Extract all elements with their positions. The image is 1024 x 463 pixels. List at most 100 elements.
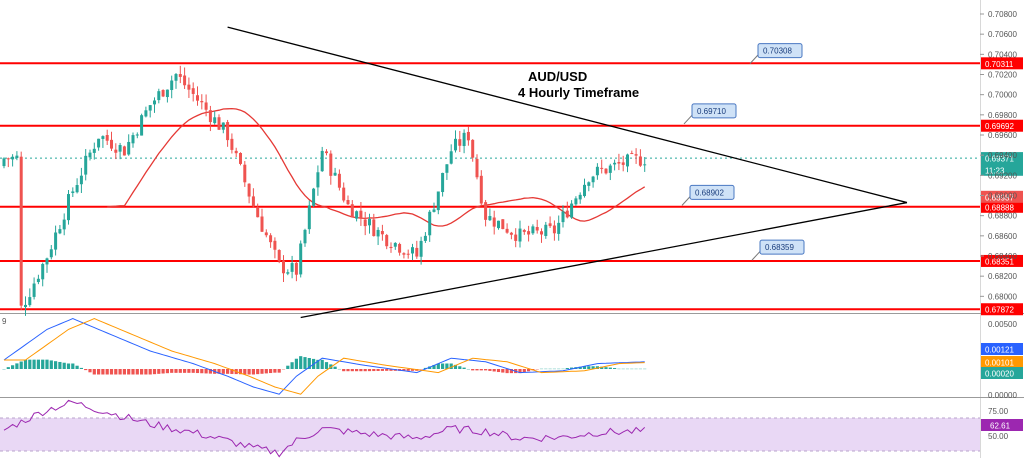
level-price-label: 0.68888	[985, 203, 1014, 212]
candle-body	[389, 246, 393, 249]
candle-body	[170, 80, 174, 91]
macd-histogram-bar	[621, 368, 625, 370]
macd-histogram-bar	[66, 363, 71, 369]
triangle-trendline-upper	[227, 26, 908, 204]
macd-histogram-bar	[557, 368, 561, 370]
macd-histogram-bar	[544, 368, 548, 370]
macd-histogram-bar	[204, 369, 208, 374]
candle-body	[376, 229, 380, 237]
candle-body	[49, 249, 53, 258]
candle-body	[557, 222, 561, 234]
macd-histogram-bar	[165, 369, 169, 374]
macd-histogram-bar	[127, 369, 131, 375]
candle-body	[600, 167, 604, 169]
candle-body	[79, 175, 83, 185]
y-tick-label: 0.69600	[988, 131, 1017, 140]
candle-body	[290, 263, 294, 272]
candle-body	[346, 200, 350, 205]
macd-histogram-bar	[548, 368, 552, 370]
candle-body	[565, 210, 569, 218]
macd-histogram-bar	[643, 368, 647, 370]
candle-body	[6, 158, 10, 160]
y-tick-label: 0.70800	[988, 10, 1017, 19]
candle-body	[234, 150, 238, 154]
chart-title-line1: AUD/USD	[528, 69, 587, 84]
candle-body	[638, 156, 642, 166]
level-price-label: 0.70311	[985, 60, 1014, 69]
macd-value-badge	[981, 367, 1023, 379]
candle-body	[316, 172, 320, 188]
rsi-band	[0, 418, 980, 451]
macd-histogram-bar	[320, 359, 324, 369]
y-tick-label: 0.69400	[988, 151, 1017, 160]
macd-histogram-bar	[45, 359, 49, 369]
rsi-y-tick-label: 75.00	[988, 407, 1009, 416]
macd-histogram-bar	[264, 369, 268, 374]
macd-signal-line	[4, 318, 645, 395]
level-price-badge	[981, 200, 1023, 213]
level-price-label: 0.67872	[985, 306, 1014, 315]
level-price-badge	[981, 119, 1023, 132]
macd-histogram-bar	[221, 369, 225, 374]
candle-body	[514, 234, 518, 241]
candle-body	[552, 225, 556, 234]
candle-body	[432, 209, 436, 212]
macd-histogram-bar	[324, 362, 329, 369]
macd-histogram-bar	[355, 369, 359, 372]
candle-body	[501, 219, 505, 230]
candle-body	[380, 231, 384, 235]
macd-histogram-bar	[208, 369, 212, 374]
candle-body	[466, 131, 470, 141]
macd-histogram-bar	[462, 367, 466, 369]
macd-histogram-bar	[15, 363, 19, 369]
candle-body	[230, 138, 234, 150]
macd-histogram-bar	[135, 369, 139, 375]
level-price-badge	[981, 303, 1023, 316]
macd-histogram-bar	[238, 369, 243, 375]
callout-box	[689, 184, 735, 200]
macd-histogram-bar	[522, 369, 526, 373]
macd-histogram-bar	[591, 366, 595, 369]
macd-histogram-bar	[484, 369, 488, 371]
macd-histogram-bar	[496, 369, 501, 373]
candle-body	[294, 262, 298, 275]
macd-histogram-bar	[97, 369, 101, 375]
macd-histogram-bar	[578, 366, 582, 369]
candle-body	[363, 219, 367, 227]
y-tick-label: 0.68600	[988, 232, 1017, 241]
candle-body	[144, 110, 148, 117]
macd-histogram-bar	[561, 368, 565, 370]
macd-histogram-bar	[630, 368, 634, 370]
candle-body	[505, 228, 509, 233]
candle-body	[531, 226, 535, 234]
candle-body	[92, 148, 96, 153]
macd-histogram-bar	[441, 363, 445, 369]
chart-title-line2: 4 Hourly Timeframe	[518, 85, 639, 100]
macd-histogram-bar	[406, 369, 410, 371]
macd-histogram-bar	[449, 363, 453, 369]
macd-histogram-bar	[617, 368, 621, 370]
macd-histogram-bar	[350, 369, 354, 372]
level-price-badge	[981, 254, 1023, 267]
candle-body	[359, 210, 363, 219]
callout-layer: 0.70308 0.69710 0.68902 0.68359	[681, 43, 805, 261]
macd-histogram-bar	[363, 369, 367, 372]
macd-histogram-bar	[299, 356, 303, 369]
y-tick-label: 0.69800	[988, 111, 1017, 120]
candle-body	[200, 101, 204, 103]
current-price-label: 11:23	[985, 166, 1005, 175]
candle-body	[548, 223, 552, 227]
candle-body	[475, 158, 479, 178]
current-price-badge	[981, 163, 1023, 176]
candle-body	[307, 205, 311, 230]
macd-histogram-bar	[613, 368, 617, 369]
candle-body	[561, 211, 565, 223]
ma-layer	[107, 107, 646, 227]
candle-body	[127, 141, 131, 155]
macd-histogram-bar	[294, 358, 298, 369]
candle-body	[587, 182, 591, 186]
macd-histogram-bar	[6, 367, 10, 369]
current-price-badge	[981, 190, 1023, 203]
candle-body	[372, 219, 376, 237]
y-tick-label: 0.70400	[988, 50, 1017, 59]
